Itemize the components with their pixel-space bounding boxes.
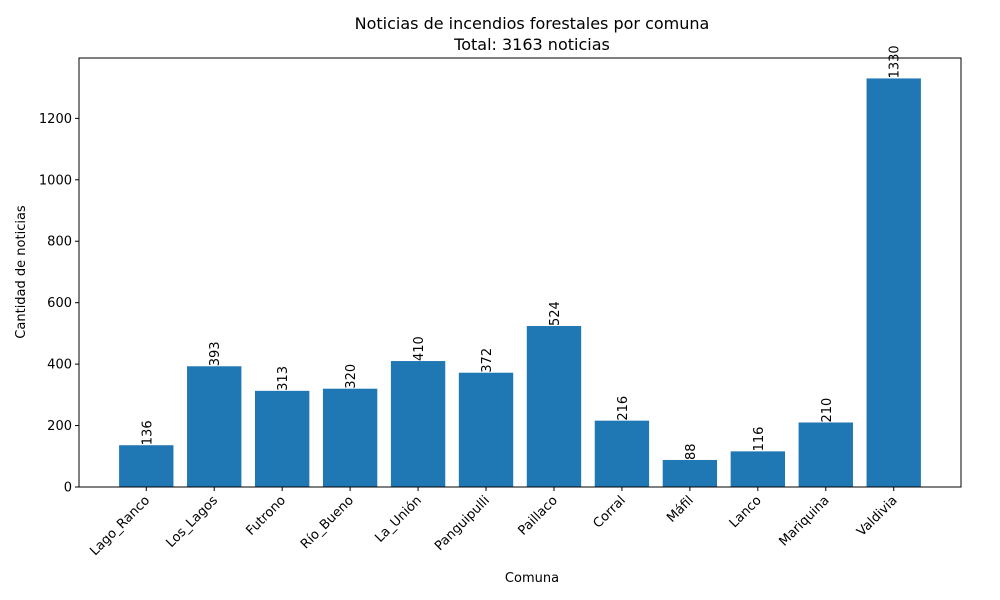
- chart-subtitle: Total: 3163 noticias: [453, 35, 610, 54]
- y-tick-label: 600: [47, 296, 72, 311]
- bar-value-label: 1330: [888, 45, 903, 78]
- y-axis-label: Cantidad de noticias: [14, 205, 29, 339]
- bar-lanco: [730, 451, 786, 487]
- bar-paillaco: [526, 326, 582, 487]
- bar-máfil: [662, 459, 718, 487]
- bar-value-label: 320: [344, 364, 359, 389]
- bar-corral: [594, 420, 650, 487]
- x-tick-label: Valdivia: [854, 493, 900, 539]
- bar-mariquina: [798, 422, 853, 487]
- bar-value-label: 136: [140, 420, 155, 445]
- y-axis: 0 200 400 600 800 1000 1200: [39, 112, 79, 496]
- y-tick-label: 1200: [39, 112, 72, 127]
- x-tick-label: Río_Bueno: [298, 493, 357, 552]
- x-tick-label: Corral: [591, 493, 629, 531]
- x-tick-label: Máfil: [664, 493, 697, 526]
- y-tick-label: 0: [64, 481, 72, 496]
- x-tick-label: Panguipulli: [432, 493, 493, 554]
- x-axis: Lago_Ranco Los_Lagos Futrono Río_Bueno La_Un…: [87, 487, 901, 559]
- x-tick-label: Futrono: [244, 493, 290, 539]
- x-tick-label: Paillaco: [515, 493, 560, 538]
- bar-lago_ranco: [119, 445, 174, 487]
- x-tick-label: Lago_Ranco: [87, 493, 153, 559]
- bar-valdivia: [866, 78, 921, 487]
- bar-value-label: 210: [820, 398, 835, 423]
- x-tick-label: Mariquina: [776, 493, 832, 549]
- bars-group: [119, 78, 921, 487]
- bar-los_lagos: [187, 366, 242, 487]
- chart-title: Noticias de incendios forestales por com…: [355, 14, 710, 33]
- y-tick-label: 1000: [39, 173, 72, 188]
- x-tick-label: Lanco: [727, 493, 765, 531]
- x-tick-label: La_Unión: [372, 493, 425, 546]
- y-tick-label: 400: [47, 358, 72, 373]
- bar-value-label: 410: [412, 336, 427, 361]
- bar-value-label: 313: [276, 366, 291, 391]
- bar-panguipulli: [458, 372, 514, 487]
- x-axis-label: Comuna: [505, 571, 559, 586]
- bar-río_bueno: [322, 388, 378, 487]
- bar-value-label: 524: [548, 301, 563, 326]
- bar-value-label: 88: [684, 443, 699, 460]
- bar-futrono: [254, 390, 310, 487]
- plot-frame: [78, 57, 962, 488]
- bar-labels-group: 136 393 313 320 410 372 524 216 88 116 210 1330: [140, 45, 902, 460]
- bar-value-label: 216: [616, 396, 631, 421]
- y-tick-label: 800: [47, 235, 72, 250]
- bar-la_unión: [390, 361, 446, 487]
- bar-value-label: 372: [480, 348, 495, 373]
- x-tick-label: Los_Lagos: [163, 493, 221, 551]
- bar-value-label: 393: [208, 341, 223, 366]
- bar-value-label: 116: [752, 427, 767, 452]
- y-tick-label: 200: [47, 419, 72, 434]
